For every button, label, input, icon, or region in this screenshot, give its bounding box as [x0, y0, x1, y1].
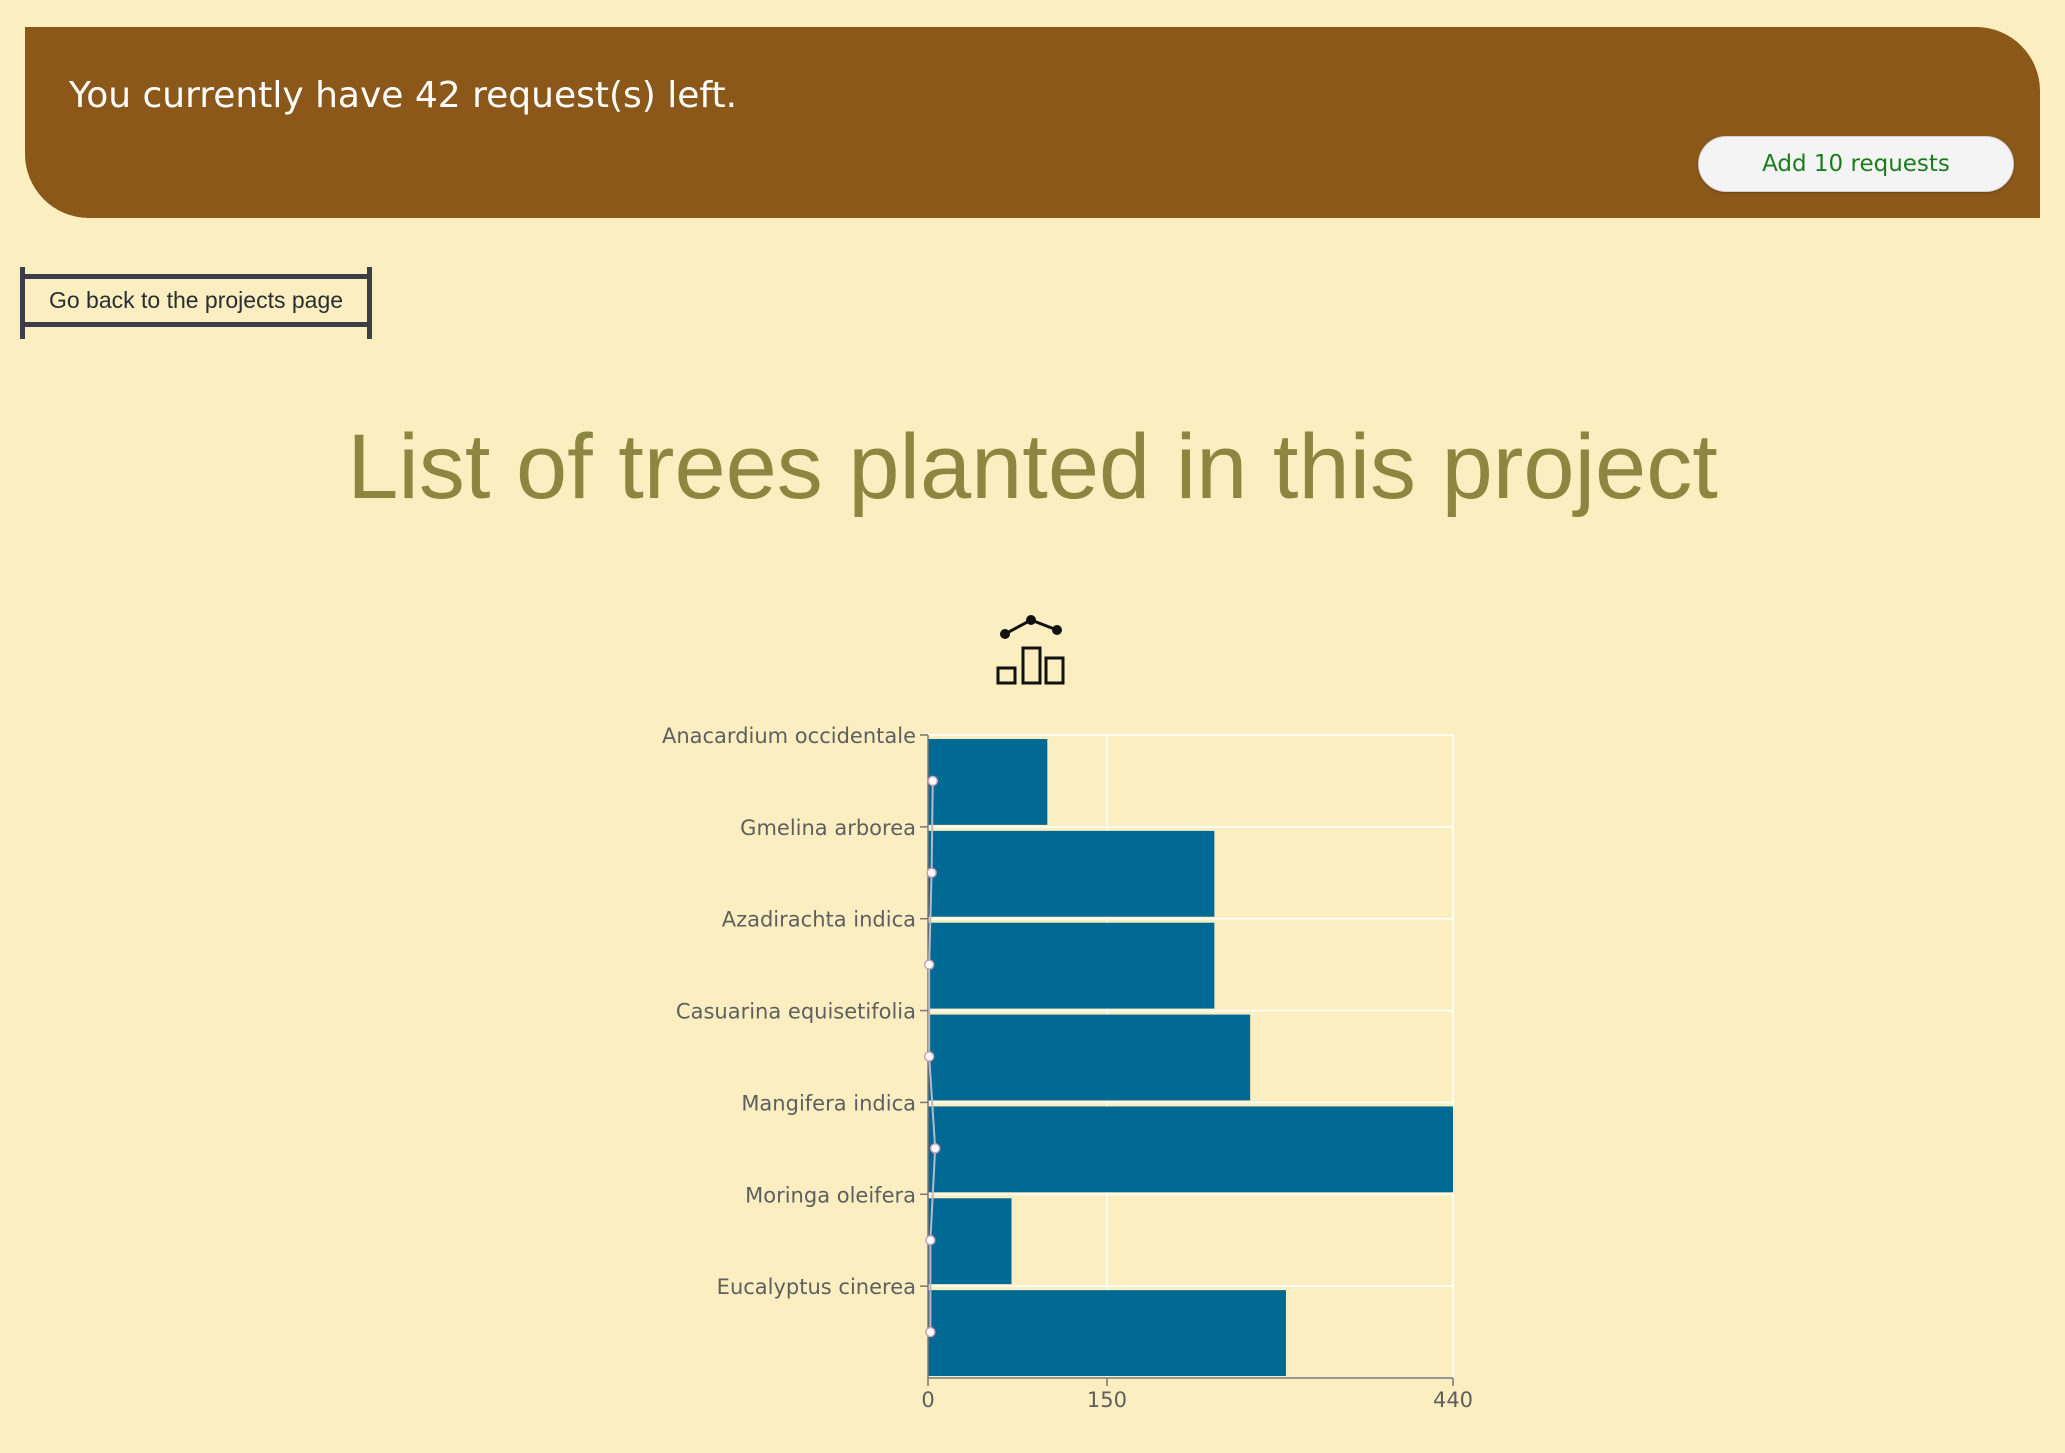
line-series: [928, 780, 937, 1333]
x-tick-label: 150: [1087, 1388, 1127, 1412]
add-requests-button[interactable]: Add 10 requests: [1698, 136, 2014, 192]
y-tick-label: Azadirachta indica: [722, 908, 916, 932]
bar: [928, 1106, 1453, 1193]
line-point: [927, 775, 939, 787]
button-frame-right: [367, 267, 372, 339]
chart-toggle-icon[interactable]: [990, 610, 1070, 690]
line-point: [923, 959, 935, 970]
line-point: [929, 1143, 941, 1154]
bar: [928, 1014, 1251, 1101]
y-tick-label: Mangifera indica: [741, 1091, 916, 1115]
line-point: [925, 1326, 936, 1338]
y-tick-label: Anacardium occidentale: [662, 724, 916, 748]
line-point: [923, 1051, 935, 1062]
line-point: [925, 1234, 936, 1246]
bar: [928, 1198, 1012, 1285]
bar: [928, 1290, 1286, 1376]
bar: [928, 922, 1215, 1009]
button-frame-left: [20, 267, 25, 339]
requests-banner: You currently have 42 request(s) left. A…: [25, 27, 2040, 218]
requests-remaining-text: You currently have 42 request(s) left.: [69, 75, 738, 116]
x-tick-label: 0: [921, 1388, 934, 1412]
y-tick-label: Gmelina arborea: [740, 816, 916, 840]
y-tick-label: Eucalyptus cinerea: [717, 1275, 916, 1299]
bar: [928, 739, 1048, 825]
bar: [928, 830, 1215, 917]
y-tick-label: Casuarina equisetifolia: [676, 1000, 916, 1024]
back-button-label: Go back to the projects page: [48, 287, 344, 313]
page-title: List of trees planted in this project: [347, 416, 1718, 518]
back-to-projects-button[interactable]: Go back to the projects page: [20, 267, 372, 339]
y-tick-label: Moringa oleifera: [745, 1183, 916, 1207]
line-point: [926, 867, 937, 879]
x-tick-label: 440: [1433, 1388, 1473, 1412]
